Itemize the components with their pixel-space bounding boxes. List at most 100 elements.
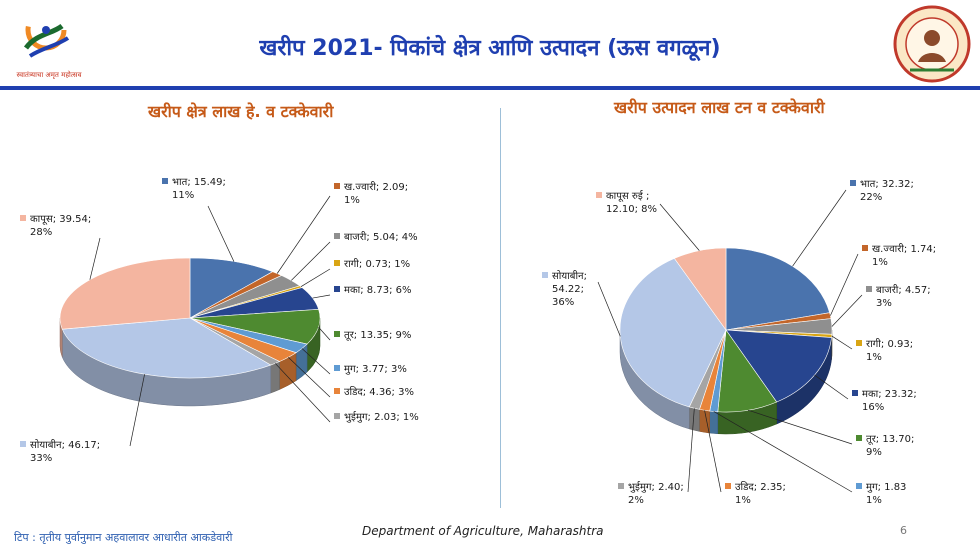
- data-label-2-7-0: उडिद; 2.35;: [735, 481, 786, 493]
- legend-marker-1-1: [334, 183, 340, 189]
- data-label-1-8-0: भुईमुग; 2.03; 1%: [344, 411, 419, 423]
- data-label-2-4-0: मका; 23.32;: [862, 389, 917, 400]
- legend-marker-1-3: [334, 260, 340, 266]
- leader-line-1-2: [291, 241, 331, 281]
- pie-slice-2-4: [725, 329, 832, 403]
- pie-slice-2-0: [725, 247, 830, 331]
- agriculture-department-seal: [890, 4, 974, 84]
- leader-line-2-7: [704, 410, 722, 493]
- legend-marker-2-9: [542, 272, 548, 278]
- pie-slice-2-10: [673, 247, 727, 331]
- data-label-2-0-0: भात; 32.32;: [860, 179, 914, 190]
- leader-line-1-5: [318, 326, 331, 341]
- leader-line-1-8: [274, 363, 331, 423]
- legend-marker-1-8: [334, 413, 340, 419]
- data-label-2-5-0: तूर; 13.70;: [866, 434, 914, 445]
- data-label-1-9-0: सोयाबीन; 46.17;: [30, 439, 100, 451]
- page-number: 6: [900, 524, 907, 537]
- footer-department: Department of Agriculture, Maharashtra: [362, 524, 604, 538]
- legend-marker-1-7: [334, 388, 340, 394]
- data-label-2-9-1: 54.22;: [552, 284, 584, 295]
- data-label-1-1-0: ख.ज्वारी; 2.09;: [344, 181, 408, 193]
- data-label-1-4-0: मका; 8.73; 6%: [344, 285, 411, 296]
- footer-note: टिप : तृतीय पुर्वानुमान अहवालावर आधारीत …: [14, 531, 233, 544]
- pie-slice-1-5: [189, 309, 321, 345]
- data-label-1-1-1: 1%: [344, 195, 360, 206]
- data-label-2-10-0: कापूस रुई ;: [606, 190, 649, 202]
- logo-left-caption: स्वातंत्र्याचा अमृत महोत्सव: [16, 71, 82, 79]
- leader-line-1-1: [276, 195, 331, 274]
- pie-chart-1: भात; 15.49; 11% ख.ज्वारी; 2.09; 1% बाजरी; 5.…: [20, 177, 419, 464]
- right-chart-title: खरीप उत्पादन लाख टन व टक्केवारी: [614, 98, 825, 117]
- data-label-1-5-0: तूर; 13.35; 9%: [344, 330, 411, 341]
- legend-marker-1-10: [20, 215, 26, 221]
- data-label-2-2-1: 3%: [876, 298, 892, 309]
- legend-marker-1-6: [334, 365, 340, 371]
- legend-marker-2-7: [725, 483, 731, 489]
- legend-marker-2-4: [852, 390, 858, 396]
- leader-line-1-7: [288, 357, 331, 398]
- data-label-2-2-0: बाजरी; 4.57;: [876, 284, 931, 296]
- data-label-1-3-0: रागी; 0.73; 1%: [344, 258, 410, 270]
- data-label-2-3-0: रागी; 0.93;: [866, 338, 913, 350]
- data-label-2-6-0: मुग; 1.83: [866, 482, 906, 493]
- leader-line-2-1: [830, 253, 859, 316]
- legend-marker-1-0: [162, 178, 168, 184]
- legend-marker-1-4: [334, 286, 340, 292]
- leader-line-1-0: [207, 205, 235, 262]
- pie-slice-1-10: [59, 257, 191, 330]
- data-label-2-5-1: 9%: [866, 447, 882, 458]
- pie-side-2-6: [709, 410, 719, 435]
- leader-line-2-4: [814, 374, 849, 400]
- left-chart-title: खरीप क्षेत्र लाख हे. व टक्केवारी: [148, 102, 334, 121]
- data-label-1-10-1: 28%: [30, 227, 52, 238]
- data-label-2-7-1: 1%: [735, 495, 751, 506]
- legend-marker-2-6: [856, 483, 862, 489]
- leader-line-1-10: [89, 237, 101, 280]
- legend-marker-1-5: [334, 331, 340, 337]
- leader-line-2-10: [659, 203, 700, 251]
- leader-line-1-9: [129, 374, 145, 447]
- leader-line-2-2: [831, 294, 863, 327]
- data-label-1-0-0: भात; 15.49;: [172, 177, 226, 188]
- data-label-2-8-1: 2%: [628, 495, 644, 506]
- leader-line-1-6: [301, 348, 331, 375]
- data-label-2-0-1: 22%: [860, 192, 882, 203]
- legend-marker-2-10: [596, 192, 602, 198]
- slide-title: खरीप 2021- पिकांचे क्षेत्र आणि उत्पादन (…: [259, 36, 721, 61]
- data-label-2-6-1: 1%: [866, 495, 882, 506]
- data-label-2-1-0: ख.ज्वारी; 1.74;: [872, 243, 936, 255]
- legend-marker-2-2: [866, 286, 872, 292]
- data-label-2-8-0: भुईमुग; 2.40;: [628, 481, 684, 493]
- legend-marker-1-9: [20, 441, 26, 447]
- legend-marker-2-1: [862, 245, 868, 251]
- pie-slice-1-9: [61, 317, 272, 379]
- data-label-1-6-0: मुग; 3.77; 3%: [344, 364, 407, 375]
- leader-line-2-8: [687, 408, 695, 493]
- leader-line-2-3: [831, 335, 853, 350]
- leader-line-2-9: [597, 281, 621, 337]
- data-label-1-10-0: कापूस; 39.54;: [30, 214, 91, 225]
- legend-marker-1-2: [334, 233, 340, 239]
- data-label-1-2-0: बाजरी; 5.04; 4%: [344, 231, 418, 243]
- legend-marker-2-8: [618, 483, 624, 489]
- leader-line-1-4: [312, 294, 331, 299]
- legend-marker-2-3: [856, 340, 862, 346]
- data-label-2-4-1: 16%: [862, 402, 884, 413]
- data-label-1-0-1: 11%: [172, 190, 194, 201]
- data-label-1-9-1: 33%: [30, 453, 52, 464]
- chart-divider: [500, 108, 501, 508]
- data-label-2-1-1: 1%: [872, 257, 888, 268]
- data-label-2-9-2: 36%: [552, 297, 574, 308]
- title-underline: [0, 86, 980, 90]
- azadi-amrit-mahotsav-logo: [6, 4, 92, 84]
- data-label-2-9-0: सोयाबीन;: [552, 270, 587, 282]
- leader-line-2-6: [713, 411, 853, 493]
- leader-line-1-3: [300, 268, 331, 288]
- leader-line-2-0: [792, 189, 847, 267]
- legend-marker-2-5: [856, 435, 862, 441]
- pie-slice-2-9: [619, 258, 727, 408]
- leader-line-2-5: [748, 409, 853, 445]
